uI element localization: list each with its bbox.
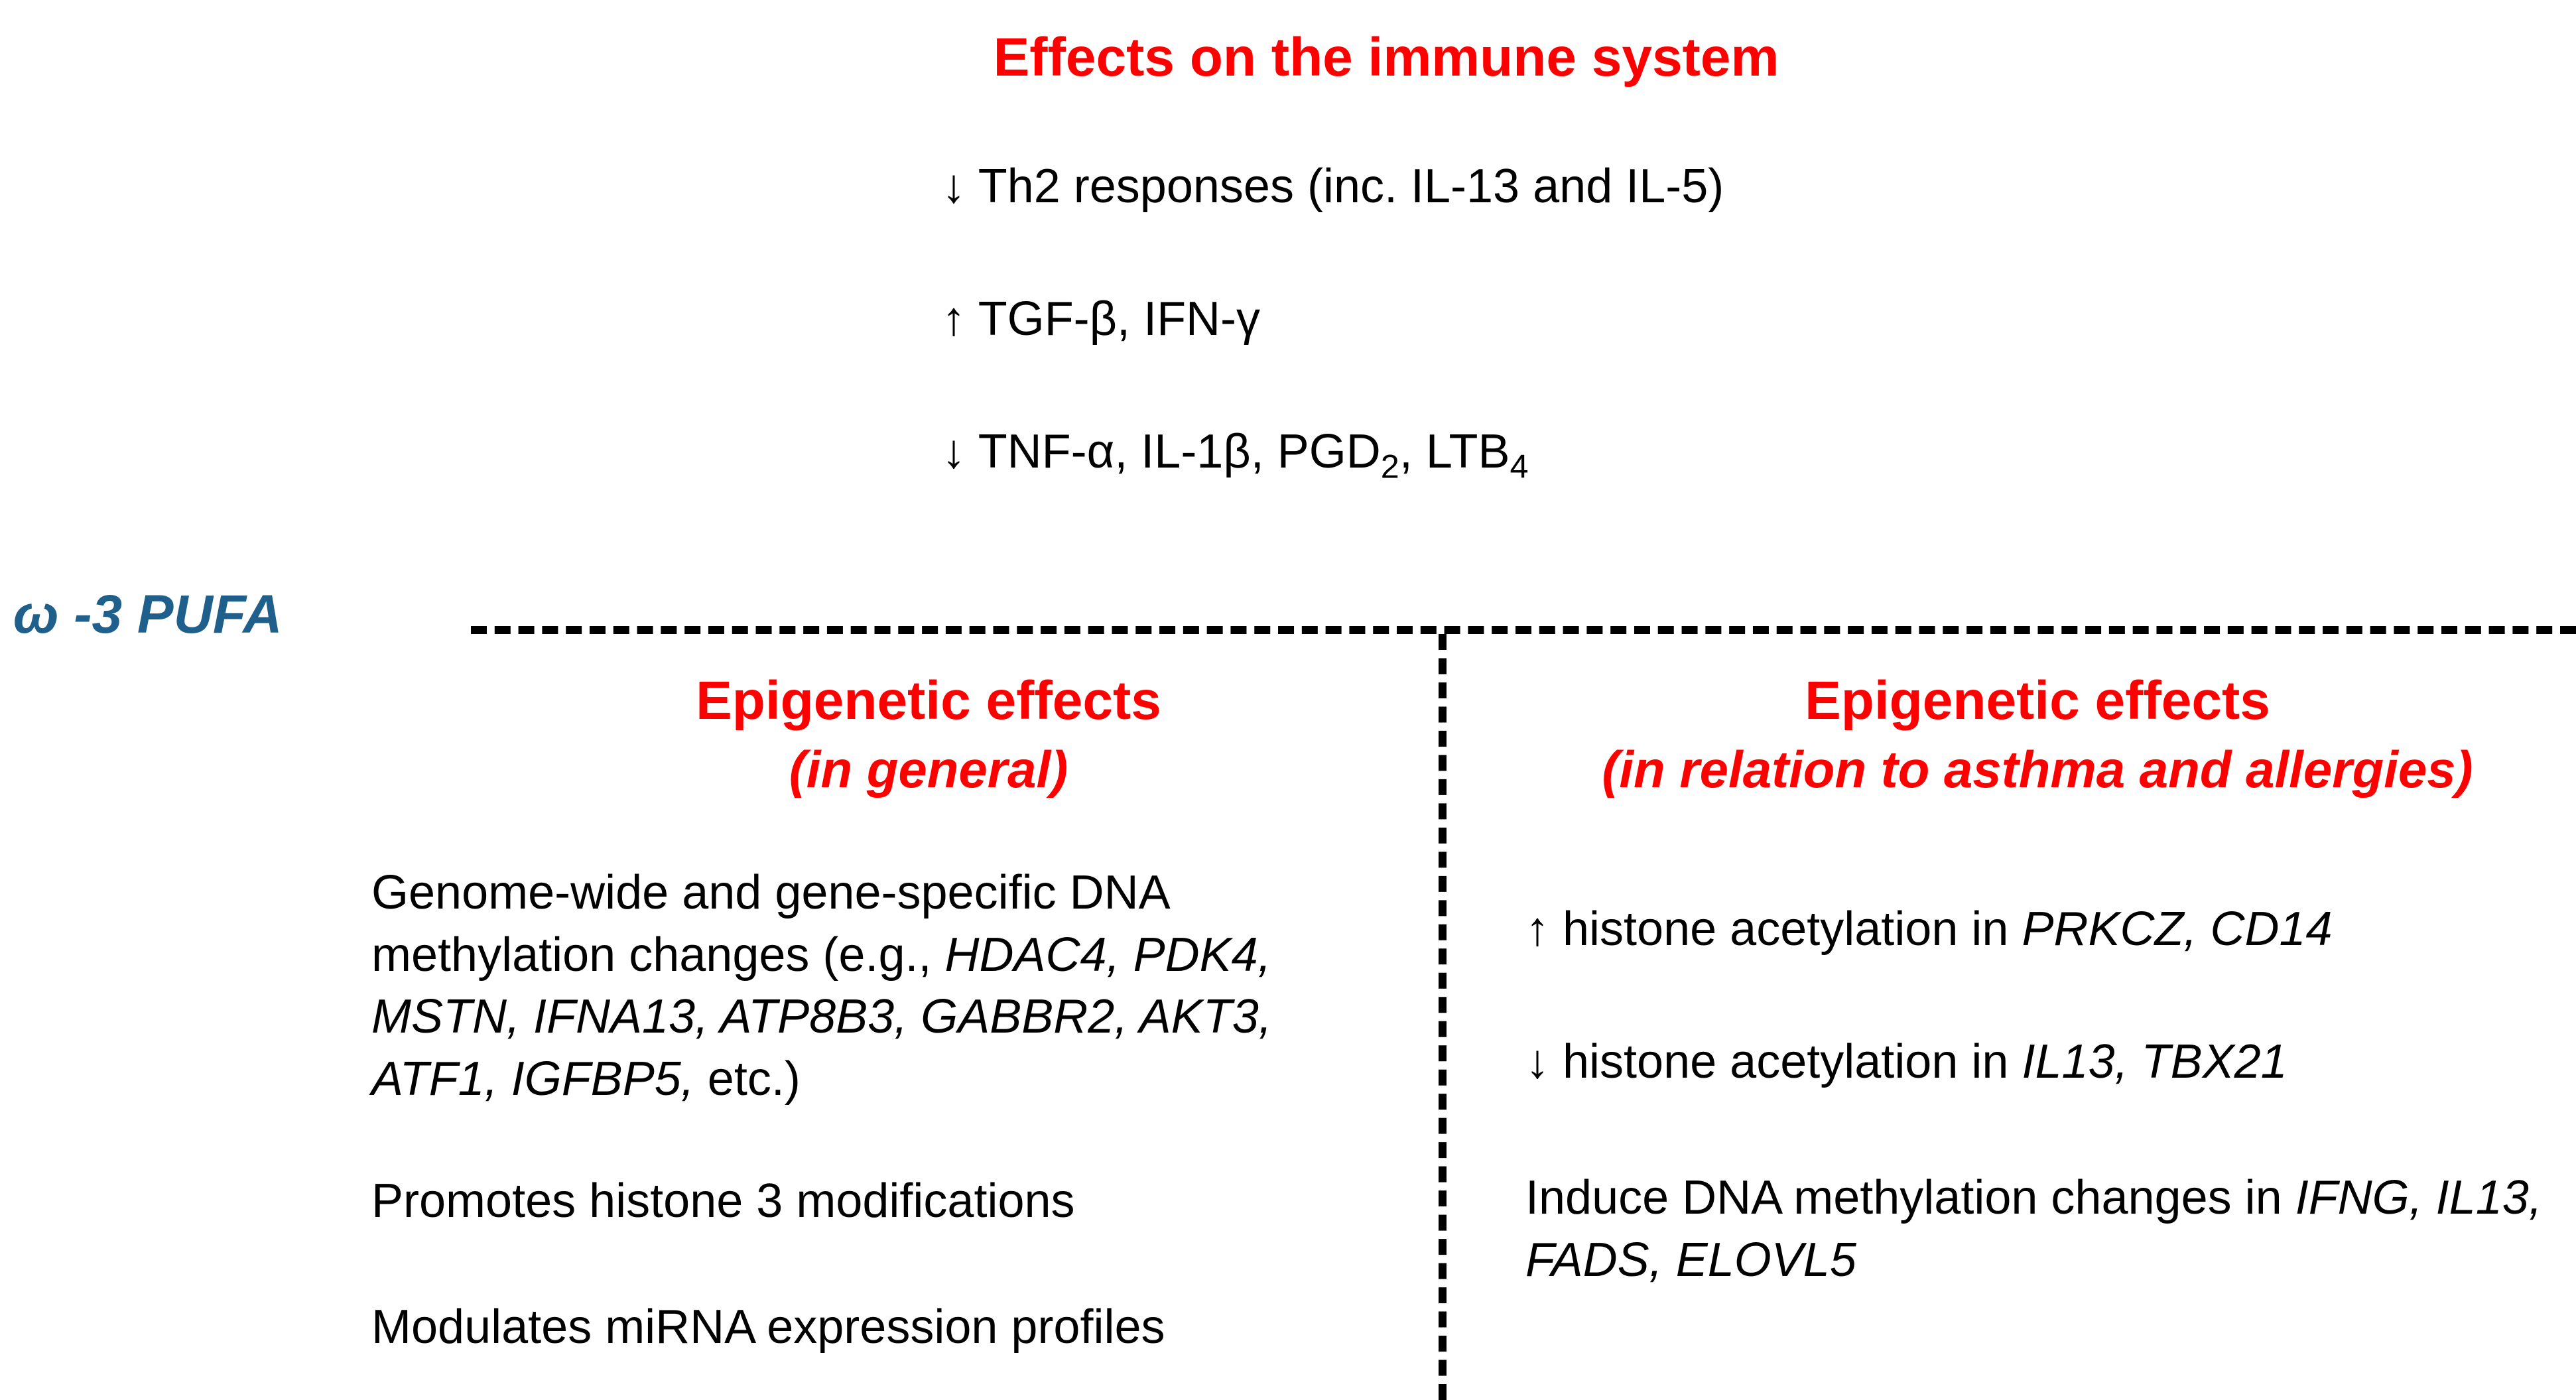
top-section-title: Effects on the immune system (789, 27, 1983, 89)
bottom-left-item-0: Genome-wide and gene-specific DNA methyl… (371, 862, 1406, 1110)
horizontal-divider (471, 626, 2576, 634)
top-item-1: ↑ TGF-β, IFN-γ (942, 292, 1260, 346)
bottom-right-item-0: ↑ histone acetylation in PRKCZ, CD14 (1525, 902, 2560, 956)
bottom-left-title: Epigenetic effects (464, 670, 1393, 732)
bottom-right-title: Epigenetic effects (1499, 670, 2576, 732)
diagram-canvas: Effects on the immune system ↓ Th2 respo… (0, 0, 2576, 1400)
bottom-left-subtitle: (in general) (464, 739, 1393, 800)
top-item-0: ↓ Th2 responses (inc. IL-13 and IL-5) (942, 159, 1724, 214)
bottom-left-item-2: Modulates miRNA expression profiles (371, 1300, 1165, 1354)
vertical-divider (1439, 634, 1447, 1400)
bottom-left-item-1: Promotes histone 3 modifications (371, 1174, 1075, 1228)
top-item-2: ↓ TNF-α, IL-1β, PGD2, LTB4 (942, 424, 1529, 485)
bottom-right-item-2: Induce DNA methylation changes in IFNG, … (1525, 1167, 2560, 1291)
bottom-right-item-1: ↓ histone acetylation in IL13, TBX21 (1525, 1035, 2560, 1089)
bottom-right-subtitle: (in relation to asthma and allergies) (1499, 739, 2576, 800)
omega-3-pufa-label: ω -3 PUFA (13, 584, 283, 646)
